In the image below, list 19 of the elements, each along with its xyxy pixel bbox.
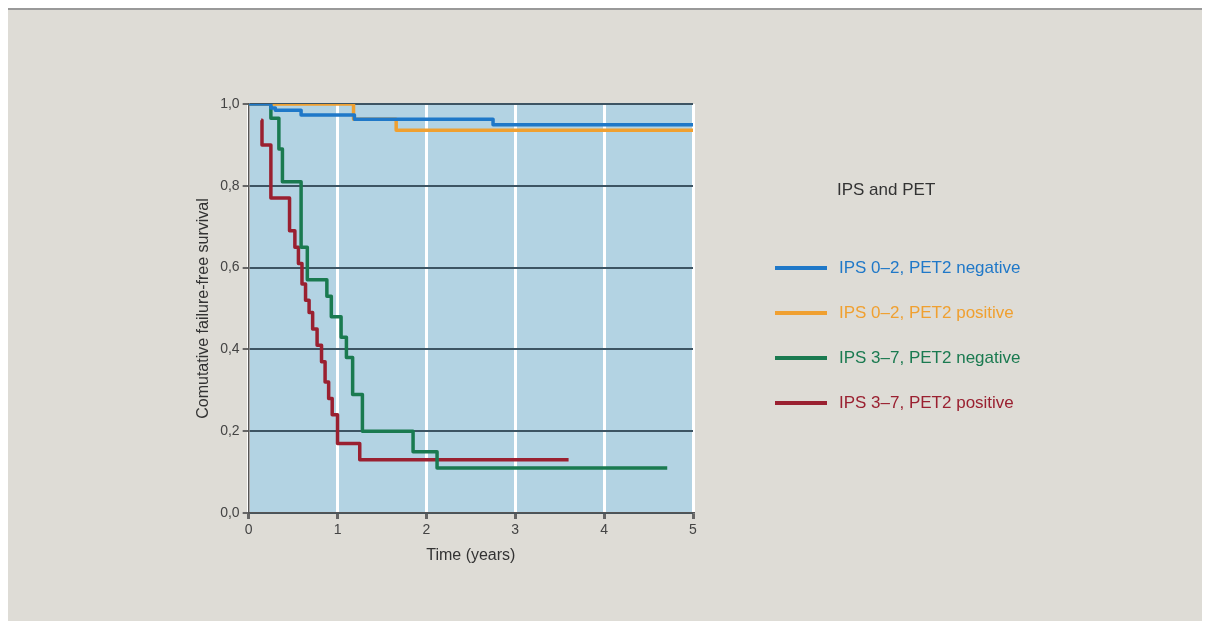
y-tick-label: 0,2	[220, 422, 240, 439]
y-tick-label: 1,0	[220, 94, 240, 111]
x-tick-label: 5	[689, 521, 698, 538]
legend-label: IPS 3–7, PET2 negative	[839, 347, 1021, 368]
y-tick-label: 0,0	[220, 503, 240, 520]
x-tick-label: 3	[511, 521, 520, 538]
x-tick-label: 0	[244, 521, 253, 538]
legend-label: IPS 3–7, PET2 positive	[839, 392, 1014, 413]
y-tick-label: 0,8	[220, 176, 240, 193]
x-tick-label: 1	[333, 521, 342, 538]
x-axis-title: Time (years)	[426, 545, 516, 563]
legend-title: IPS and PET	[837, 180, 937, 200]
x-tick-label: 2	[422, 521, 431, 538]
x-tick-label: 4	[600, 521, 609, 538]
y-axis-title: Comutative failure-free survival	[194, 198, 212, 419]
y-tick-label: 0,4	[220, 340, 240, 357]
legend-label: IPS 0–2, PET2 negative	[839, 257, 1021, 278]
y-tick-label: 0,6	[220, 258, 240, 275]
legend-label: IPS 0–2, PET2 positive	[839, 302, 1014, 323]
